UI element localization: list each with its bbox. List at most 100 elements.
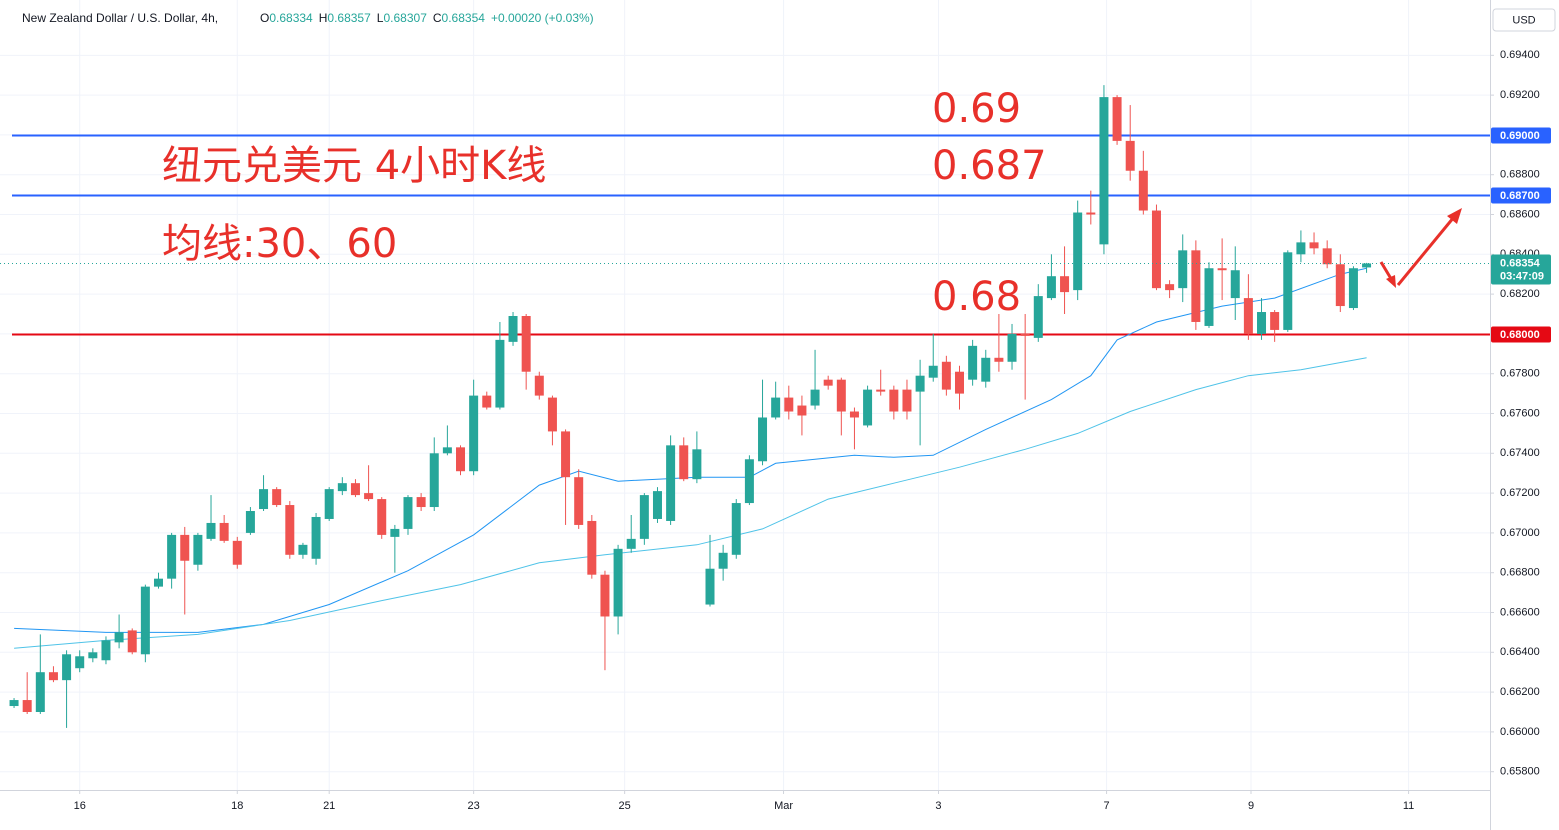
candle-body: [364, 493, 374, 500]
y-tick-label: 0.67800: [1500, 368, 1540, 380]
y-tick-label: 0.66000: [1500, 726, 1540, 738]
candle-body: [48, 672, 58, 681]
candle-body: [1033, 296, 1043, 338]
candle-body: [994, 357, 1004, 362]
candle-body: [863, 389, 873, 426]
candle-body: [272, 489, 282, 506]
candle-body: [613, 548, 623, 617]
candle-body: [298, 544, 308, 555]
candle-body: [508, 316, 518, 342]
candle-body: [1257, 312, 1267, 334]
candle-body: [692, 449, 702, 480]
y-tick-label: 0.66800: [1500, 567, 1540, 579]
candle-body: [180, 534, 190, 561]
price-tag-label: 0.68700: [1500, 190, 1540, 202]
candle-body: [679, 445, 689, 480]
candle-body: [75, 656, 85, 669]
candle-body: [153, 578, 163, 587]
annotation: 0.68: [932, 274, 1021, 320]
candle-body: [534, 375, 544, 396]
x-tick-label: Mar: [774, 800, 793, 812]
candle-body: [416, 497, 426, 508]
candle-body: [219, 522, 229, 541]
candle-body: [88, 652, 98, 659]
x-tick-label: 18: [231, 800, 243, 812]
arrows: [1379, 208, 1462, 288]
candle-body: [22, 700, 32, 712]
candle-body: [456, 447, 466, 472]
annotation: 0.687: [932, 143, 1047, 189]
candle-body: [1138, 170, 1148, 211]
legend-key: C: [433, 11, 442, 25]
x-tick-label: 7: [1104, 800, 1110, 812]
candle-body: [62, 654, 72, 681]
candle-body: [1007, 333, 1017, 362]
candle-body: [626, 538, 636, 549]
candle-body: [561, 431, 571, 478]
candle-body: [206, 522, 216, 539]
arrow-line: [1396, 216, 1456, 286]
moving-average: [14, 267, 1367, 633]
candle-body: [1060, 276, 1070, 293]
legend-value: 0.68307: [383, 11, 427, 25]
last-price-tag: [1491, 254, 1551, 285]
legend-key: H: [319, 11, 328, 25]
candle-body: [429, 453, 439, 508]
candle-body: [823, 379, 833, 386]
x-tick-label: 9: [1248, 800, 1254, 812]
candle-body: [915, 375, 925, 392]
candle-body: [324, 489, 334, 519]
price-tag-label: 0.69000: [1500, 130, 1540, 142]
candle-body: [469, 395, 479, 472]
price-tag: [1491, 326, 1551, 343]
x-tick-label: 23: [468, 800, 480, 812]
candle-body: [797, 405, 807, 416]
candle-body: [547, 397, 557, 432]
candle-body: [1086, 212, 1096, 215]
y-tick-label: 0.67400: [1500, 447, 1540, 459]
candle-body: [1112, 97, 1122, 141]
candle-body: [337, 483, 347, 492]
candle-body: [784, 397, 794, 412]
axes: 0.65800 0.66000 0.66200 0.66400 0.66600 0.668…: [74, 49, 1551, 812]
candle-body: [101, 640, 111, 661]
y-tick-label: 0.66200: [1500, 686, 1540, 698]
candle-body: [587, 520, 597, 575]
candle-body: [810, 389, 820, 406]
candle-body: [1046, 276, 1056, 299]
candle-body: [1073, 212, 1083, 291]
annotation: 0.69: [932, 86, 1021, 132]
countdown: 03:47:09: [1500, 270, 1544, 282]
y-tick-label: 0.69200: [1500, 89, 1540, 101]
annotation: 均线:30、60: [162, 221, 397, 267]
chart-title: New Zealand Dollar / U.S. Dollar, 4h,: [22, 11, 218, 25]
legend-value: 0.68357: [327, 11, 371, 25]
candle-body: [521, 316, 531, 372]
candle-body: [232, 540, 242, 565]
candle-body: [1296, 242, 1306, 255]
moving-average: [14, 357, 1367, 649]
currency-box[interactable]: [1492, 8, 1556, 32]
candle-body: [954, 371, 964, 394]
candle-body: [1204, 268, 1214, 326]
candle-body: [981, 357, 991, 382]
legend-value: 0.68354: [442, 11, 486, 25]
y-tick-label: 0.66400: [1500, 646, 1540, 658]
y-tick-label: 0.67600: [1500, 407, 1540, 419]
candle-body: [1125, 140, 1135, 171]
legend-change: +0.00020 (+0.03%): [491, 11, 594, 25]
candle-body: [574, 477, 584, 525]
candle-body: [442, 447, 452, 454]
arrow-head: [1447, 208, 1462, 224]
candle-body: [889, 389, 899, 412]
candle-body: [285, 505, 295, 555]
price-tag: [1491, 187, 1551, 204]
candle-body: [1348, 268, 1358, 309]
candle-body: [1165, 284, 1175, 291]
candle-body: [928, 365, 938, 378]
y-tick-label: 0.66600: [1500, 606, 1540, 618]
candle-body: [390, 528, 400, 537]
candle-body: [968, 345, 978, 380]
